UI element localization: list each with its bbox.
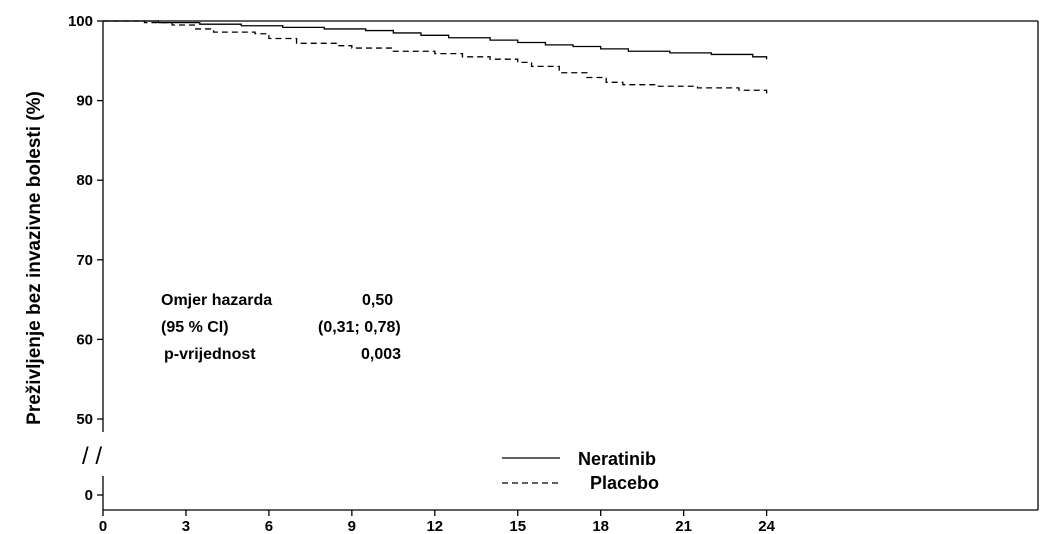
ci-label: (95 % CI) xyxy=(161,319,229,336)
ci-value: (0,31; 0,78) xyxy=(318,319,401,336)
y-tick-label: 90 xyxy=(76,93,93,110)
series-line-neratinib xyxy=(103,20,768,60)
hazard-ratio-annotation: Omjer hazarda 0,50 (95 % CI) (0,31; 0,78… xyxy=(161,292,401,363)
y-tick-label: 0 xyxy=(85,487,93,504)
x-tick-label: 21 xyxy=(675,518,692,534)
y-tick-label: 50 xyxy=(76,411,93,428)
p-value: 0,003 xyxy=(361,346,401,363)
axis-break-marker: / / xyxy=(82,443,102,470)
x-tick-label: 6 xyxy=(265,518,273,534)
hr-label: Omjer hazarda xyxy=(161,292,272,309)
x-tick-label: 15 xyxy=(509,518,526,534)
y-tick-label: 100 xyxy=(68,13,93,30)
y-tick-label: 70 xyxy=(76,252,93,269)
legend: Neratinib Placebo xyxy=(502,449,659,493)
x-tick-label: 3 xyxy=(182,518,190,534)
y-axis-label: Preživljenje bez invazivne bolesti (%) xyxy=(24,91,45,425)
x-tick-label: 12 xyxy=(426,518,443,534)
y-ticks: 0 50 60 70 80 90 100 xyxy=(68,13,103,504)
x-tick-label: 0 xyxy=(99,518,107,534)
x-ticks: 0 3 6 9 12 15 18 21 24 xyxy=(99,510,776,534)
legend-label-placebo: Placebo xyxy=(590,473,659,493)
series-line-placebo xyxy=(103,20,768,94)
y-tick-label: 60 xyxy=(76,331,93,348)
series-layer xyxy=(103,20,768,94)
legend-label-neratinib: Neratinib xyxy=(578,449,656,469)
y-tick-label: 80 xyxy=(76,172,93,189)
p-label: p-vrijednost xyxy=(164,346,256,363)
x-tick-label: 9 xyxy=(348,518,356,534)
hr-value: 0,50 xyxy=(362,292,393,309)
x-tick-label: 24 xyxy=(758,518,775,534)
x-tick-label: 18 xyxy=(592,518,609,534)
